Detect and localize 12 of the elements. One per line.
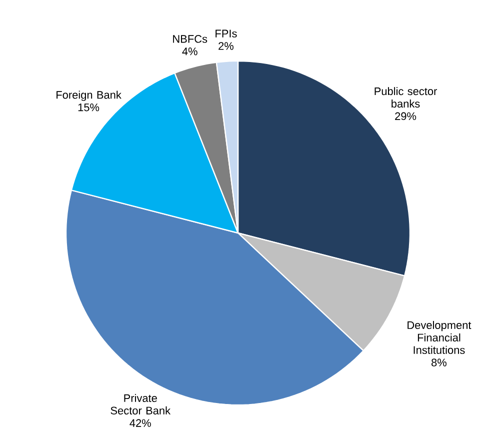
data-label: 29% [395, 112, 416, 120]
slice-label: Development Financial Institutions [408, 320, 472, 354]
data-label: 2% [218, 42, 234, 50]
data-label: 15% [78, 104, 100, 112]
data-label: 8% [432, 358, 446, 366]
slice-label: NBFCs [173, 35, 208, 43]
slice-label: FPIs [216, 30, 237, 38]
data-label: 4% [182, 48, 198, 56]
slice-label: Foreign Bank [56, 90, 122, 101]
data-label: 42% [130, 419, 151, 427]
slice-label: Public sector banks [374, 87, 438, 108]
slice-label: Private Sector Bank [110, 394, 171, 414]
